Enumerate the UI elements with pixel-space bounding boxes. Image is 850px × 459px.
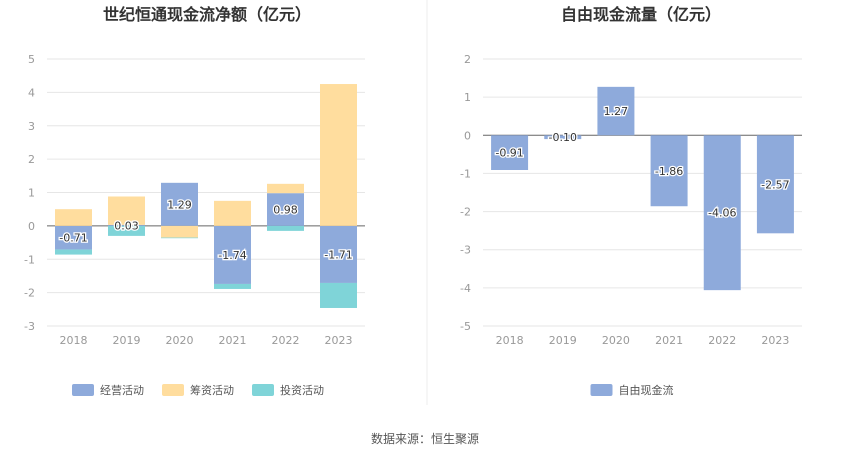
bar-经营活动 [267,193,304,226]
data-label: -0.71 [59,232,87,245]
chart-title: 自由现金流量（亿元） [561,5,721,24]
y-tick-label: -4 [460,282,471,295]
legend-label: 筹资活动 [190,383,234,397]
bar-自由现金流 [544,135,582,140]
y-tick-label: 1 [464,91,471,104]
data-label: -1.71 [324,248,352,261]
x-tick-label: 2018 [60,334,88,347]
legend-label: 投资活动 [280,383,324,397]
bar-经营活动 [214,225,251,284]
x-tick-label: 2021 [219,334,247,347]
y-tick-label: -1 [460,167,471,180]
x-tick-label: 2022 [272,334,300,347]
bar-筹资活动 [320,84,357,226]
y-tick-label: -2 [24,287,35,300]
y-tick-label: 3 [28,120,35,133]
x-tick-label: 2021 [655,334,683,347]
bar-投资活动 [320,282,357,308]
bar-经营活动 [108,224,145,226]
bar-经营活动 [161,182,198,226]
bar-经营活动 [320,225,357,283]
bar-自由现金流 [597,86,635,136]
bar-筹资活动 [108,196,145,225]
bar-投资活动 [161,237,198,239]
y-tick-label: -5 [460,320,471,333]
bar-筹资活动 [161,225,198,238]
bar-自由现金流 [491,135,529,170]
legend-label: 自由现金流 [619,383,674,397]
y-tick-label: 4 [28,86,35,99]
bar-自由现金流 [703,135,741,291]
x-tick-label: 2020 [166,334,194,347]
y-tick-label: 0 [464,129,471,142]
chart-title: 世纪恒通现金流净额（亿元） [103,5,311,24]
y-tick-label: 1 [28,187,35,200]
bar-投资活动 [55,249,92,255]
y-tick-label: 2 [28,153,35,166]
x-tick-label: 2023 [761,334,789,347]
y-tick-label: 2 [464,53,471,66]
x-tick-label: 2019 [113,334,141,347]
bar-投资活动 [214,283,251,289]
bar-筹资活动 [55,209,92,226]
x-tick-label: 2022 [708,334,736,347]
bar-自由现金流 [756,135,794,234]
data-label: 1.27 [604,105,629,118]
data-label: -0.91 [495,147,523,160]
data-label: -2.57 [761,178,789,191]
legend-swatch [252,384,274,396]
data-label: -1.86 [655,165,683,178]
bar-筹资活动 [267,183,304,194]
data-label: 0.03 [114,219,139,232]
legend-swatch [72,384,94,396]
x-tick-label: 2018 [496,334,524,347]
legend-swatch [590,384,613,396]
source-note: 数据来源：恒生聚源 [371,431,479,446]
y-tick-label: -3 [460,244,471,257]
y-tick-label: -1 [24,253,35,266]
data-label: -4.06 [708,207,736,220]
y-tick-label: -3 [24,320,35,333]
legend-label: 经营活动 [100,383,144,397]
x-tick-label: 2023 [325,334,353,347]
bar-经营活动 [55,225,92,250]
y-tick-label: 5 [28,53,35,66]
x-tick-label: 2019 [549,334,577,347]
legend-swatch [162,384,184,396]
y-tick-label: -2 [460,206,471,219]
bar-筹资活动 [214,200,251,226]
data-label: -1.74 [218,249,246,262]
data-label: 1.29 [167,198,192,211]
y-tick-label: 0 [28,220,35,233]
x-tick-label: 2020 [602,334,630,347]
bar-投资活动 [108,225,145,236]
bar-自由现金流 [650,135,688,207]
free-cash-flow-chart: 自由现金流量（亿元） 2 1 0 -1 -2 -3 -4 -5 2018 2019 2020 2021 2… [460,5,802,397]
data-label: 0.98 [273,204,298,217]
bar-投资活动 [267,225,304,231]
data-label: -0.10 [549,131,577,144]
cash-flow-net-chart: 世纪恒通现金流净额（亿元） 5 4 3 2 1 0 -1 -2 -3 2018 2019 2020 202… [24,5,365,397]
